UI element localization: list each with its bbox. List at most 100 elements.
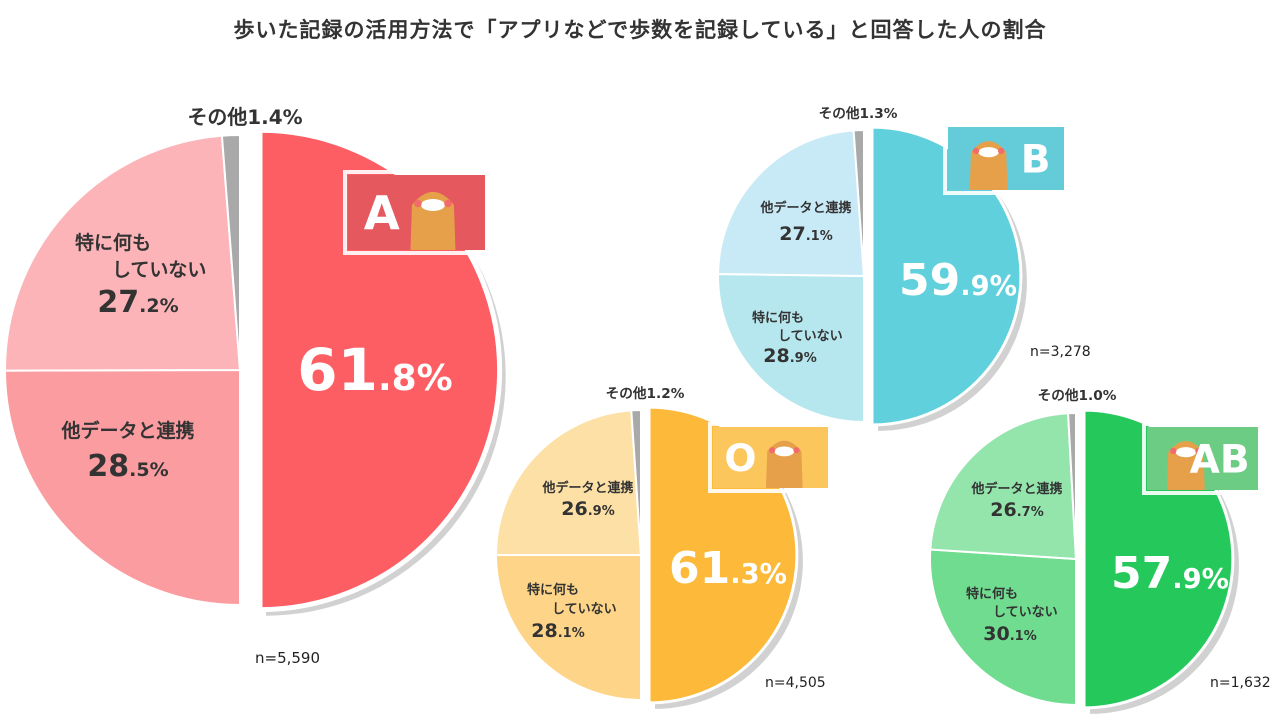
pct-decimal: .1% xyxy=(1010,629,1037,644)
mascot-cheek xyxy=(1170,447,1177,455)
mascot-cheek xyxy=(444,199,452,208)
label-other: その他1.3% xyxy=(819,105,898,122)
group-badge: O xyxy=(708,422,833,493)
label-name: 他データと連携 xyxy=(60,419,194,442)
badge-letter: O xyxy=(724,436,756,480)
mascot-cheek xyxy=(972,147,980,155)
mascot-cheek xyxy=(769,447,776,454)
pct-integer: 28 xyxy=(531,620,557,642)
pct-integer: 27 xyxy=(97,285,139,320)
sample-size: n=4,505 xyxy=(765,675,826,691)
slice-その他 xyxy=(852,128,865,277)
pct-decimal: .9% xyxy=(960,271,1017,302)
pct-decimal: .7% xyxy=(1017,505,1044,520)
mascot-mouth xyxy=(774,446,795,457)
slice-他データと連携 xyxy=(929,412,1078,561)
label-other: その他1.4% xyxy=(187,105,302,129)
mascot-cheek xyxy=(793,447,800,454)
pct-decimal: .9% xyxy=(588,504,615,519)
label-value: 26.7% xyxy=(990,499,1043,521)
pct-integer: 59 xyxy=(899,255,960,306)
badge-letter: B xyxy=(1021,137,1051,182)
pie-B: Bその他1.3%特に何もしていない28.9%他データと連携27.1%59.9%n… xyxy=(716,105,1091,431)
label-main-value: 61.8% xyxy=(297,336,452,404)
chart-title: 歩いた記録の活用方法で「アプリなどで歩数を記録している」と回答した人の割合 xyxy=(233,18,1047,42)
pct-decimal: .2% xyxy=(139,295,178,317)
slice-特に何もしていない xyxy=(929,548,1077,707)
label-other: その他1.0% xyxy=(1038,387,1117,404)
badge-glow xyxy=(943,122,1069,195)
label-name: 他データと連携 xyxy=(541,480,633,496)
pct-integer: 61 xyxy=(669,543,730,594)
mascot-mouth xyxy=(420,199,445,211)
slice-特に何もしていない xyxy=(717,272,865,424)
label-value: 26.9% xyxy=(561,498,614,520)
pct-integer: 26 xyxy=(990,499,1016,521)
slice-その他 xyxy=(1067,411,1077,560)
label-name-line1: 特に何も xyxy=(752,310,804,326)
pct-decimal: .3% xyxy=(730,559,787,590)
pct-decimal: .9% xyxy=(1172,564,1229,595)
pct-decimal: .1% xyxy=(558,626,585,641)
slice-他データと連携 xyxy=(3,368,241,607)
group-badge: B xyxy=(943,122,1069,195)
label-value: 28.9% xyxy=(763,345,816,367)
mascot-icon xyxy=(410,191,456,250)
sample-size: n=5,590 xyxy=(255,649,320,667)
badge-letter: AB xyxy=(1190,437,1250,482)
pct-integer: 28 xyxy=(87,449,129,484)
pct-decimal: .9% xyxy=(790,351,817,366)
mascot-mouth xyxy=(978,147,999,158)
pct-decimal: .8% xyxy=(378,358,453,399)
label-value: 27.1% xyxy=(779,223,832,245)
slice-その他 xyxy=(630,408,642,556)
sample-size: n=1,632 xyxy=(1210,675,1271,691)
label-other: その他1.2% xyxy=(606,385,685,402)
label-name-line2: していない xyxy=(112,259,206,281)
pct-decimal: .1% xyxy=(806,229,833,244)
badge-glow xyxy=(343,170,490,255)
label-main-value: 59.9% xyxy=(899,255,1017,306)
group-badge: AB xyxy=(1142,422,1263,495)
pct-integer: 57 xyxy=(1111,548,1172,599)
label-main-value: 57.9% xyxy=(1111,548,1229,599)
badge-glow xyxy=(708,422,833,493)
label-value: 30.1% xyxy=(983,623,1036,645)
badge-letter: A xyxy=(364,186,400,240)
pct-integer: 28 xyxy=(763,345,789,367)
pct-integer: 26 xyxy=(561,498,587,520)
label-name-line2: していない xyxy=(993,605,1058,620)
group-badge: A xyxy=(343,170,490,255)
slice-その他 xyxy=(220,133,241,371)
mascot-cheek xyxy=(1195,447,1202,455)
mascot-cheek xyxy=(414,199,422,208)
mascot-mouth xyxy=(1175,447,1196,458)
label-name: 他データと連携 xyxy=(759,200,851,216)
pct-decimal: .5% xyxy=(129,459,168,481)
slice-他データと連携 xyxy=(494,409,643,556)
mascot-icon xyxy=(1166,441,1205,490)
slice-特に何もしていない xyxy=(4,134,242,372)
mascot-icon xyxy=(969,141,1008,190)
label-name-line2: していない xyxy=(552,602,617,617)
pct-integer: 27 xyxy=(779,223,805,245)
label-name-line1: 特に何も xyxy=(966,586,1018,602)
slice-特に何もしていない xyxy=(494,554,642,702)
label-value: 27.2% xyxy=(97,285,178,320)
label-name-line1: 特に何も xyxy=(75,231,151,254)
slice-main xyxy=(257,127,503,613)
badge-glow xyxy=(1142,422,1263,495)
label-name-line1: 特に何も xyxy=(527,582,579,598)
label-name-line2: していない xyxy=(778,329,843,344)
mascot-cheek xyxy=(998,147,1005,155)
pct-integer: 30 xyxy=(983,623,1009,645)
label-main-value: 61.3% xyxy=(669,543,787,594)
pct-integer: 61 xyxy=(297,336,378,404)
slice-main xyxy=(870,125,1023,427)
label-value: 28.1% xyxy=(531,620,584,642)
label-name: 他データと連携 xyxy=(970,481,1062,497)
